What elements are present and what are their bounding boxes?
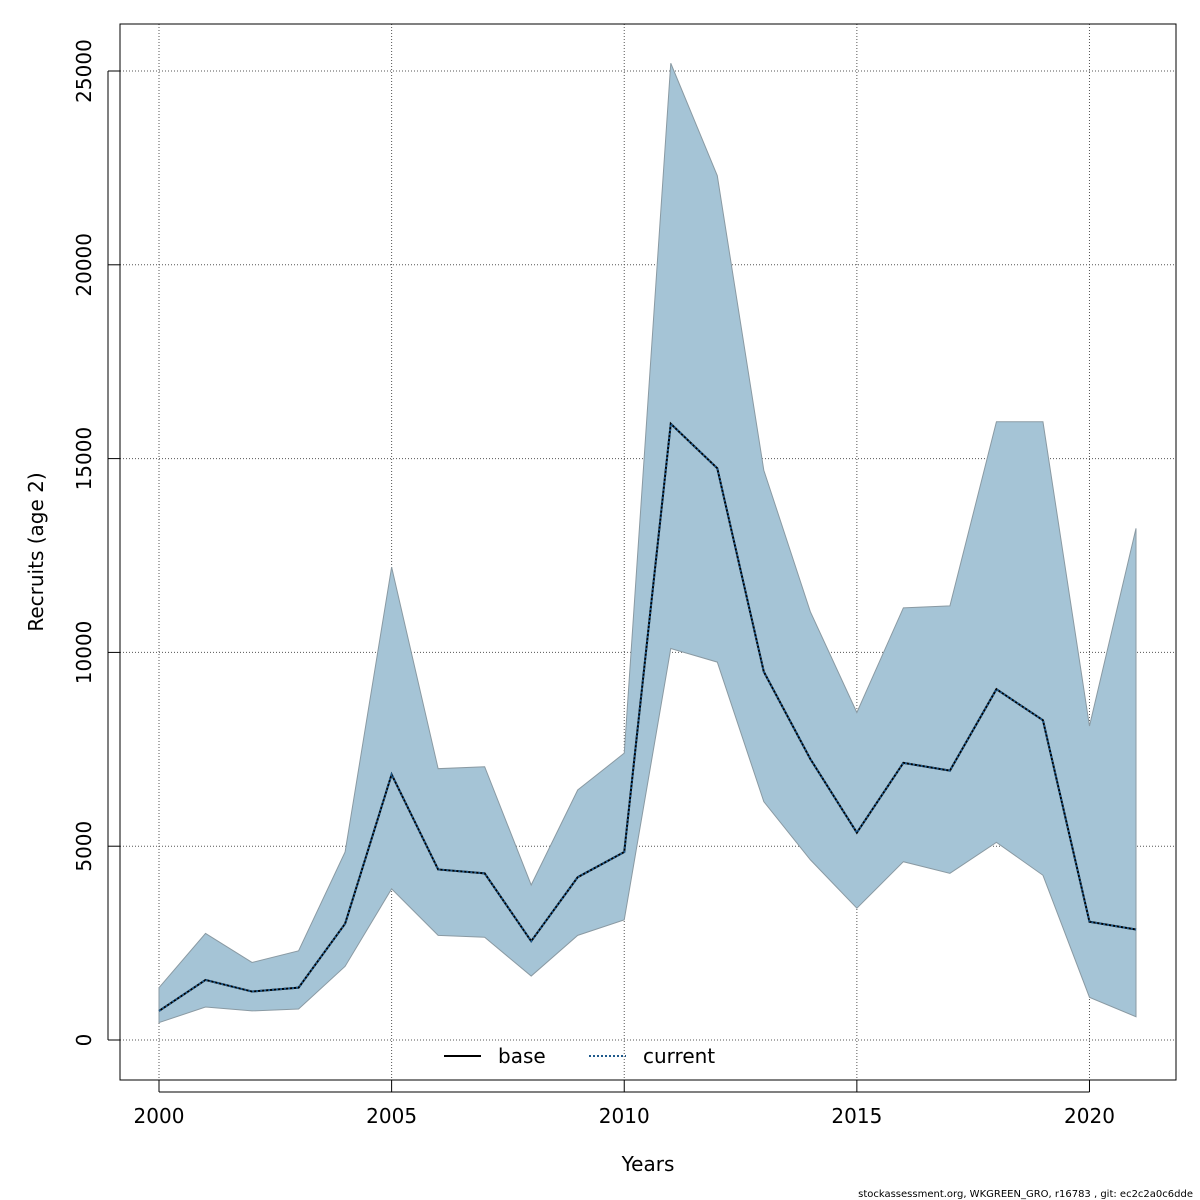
x-tick-label: 2010 <box>599 1104 650 1128</box>
y-axis-title: Recruits (age 2) <box>24 472 48 631</box>
y-tick-label: 25000 <box>72 39 96 103</box>
legend: base current <box>444 1044 715 1068</box>
confidence-band <box>158 63 1137 1024</box>
x-axis-title: Years <box>621 1152 675 1176</box>
y-tick-label: 0 <box>72 1034 96 1047</box>
x-tick-label: 2015 <box>831 1104 882 1128</box>
footnote: stockassessment.org, WKGREEN_GRO, r16783… <box>858 1189 1193 1200</box>
legend-current-label: current <box>643 1044 715 1068</box>
series-line-current <box>158 421 1137 1012</box>
x-tick-label: 2005 <box>366 1104 417 1128</box>
x-tick-label: 2020 <box>1064 1104 1115 1128</box>
y-tick-label: 10000 <box>72 621 96 685</box>
legend-base-label: base <box>498 1044 546 1068</box>
y-tick-label: 5000 <box>72 821 96 872</box>
x-tick-label: 2000 <box>134 1104 185 1128</box>
x-axis: 2000 2005 2010 2015 2020 <box>134 1080 1115 1128</box>
y-tick-label: 20000 <box>72 233 96 297</box>
plot-frame <box>119 23 1177 1081</box>
y-tick-label: 15000 <box>72 427 96 491</box>
confidence-band-area <box>158 63 1137 1024</box>
series-lines <box>158 421 1137 1012</box>
y-axis: 0 5000 10000 15000 20000 25000 <box>72 39 120 1046</box>
